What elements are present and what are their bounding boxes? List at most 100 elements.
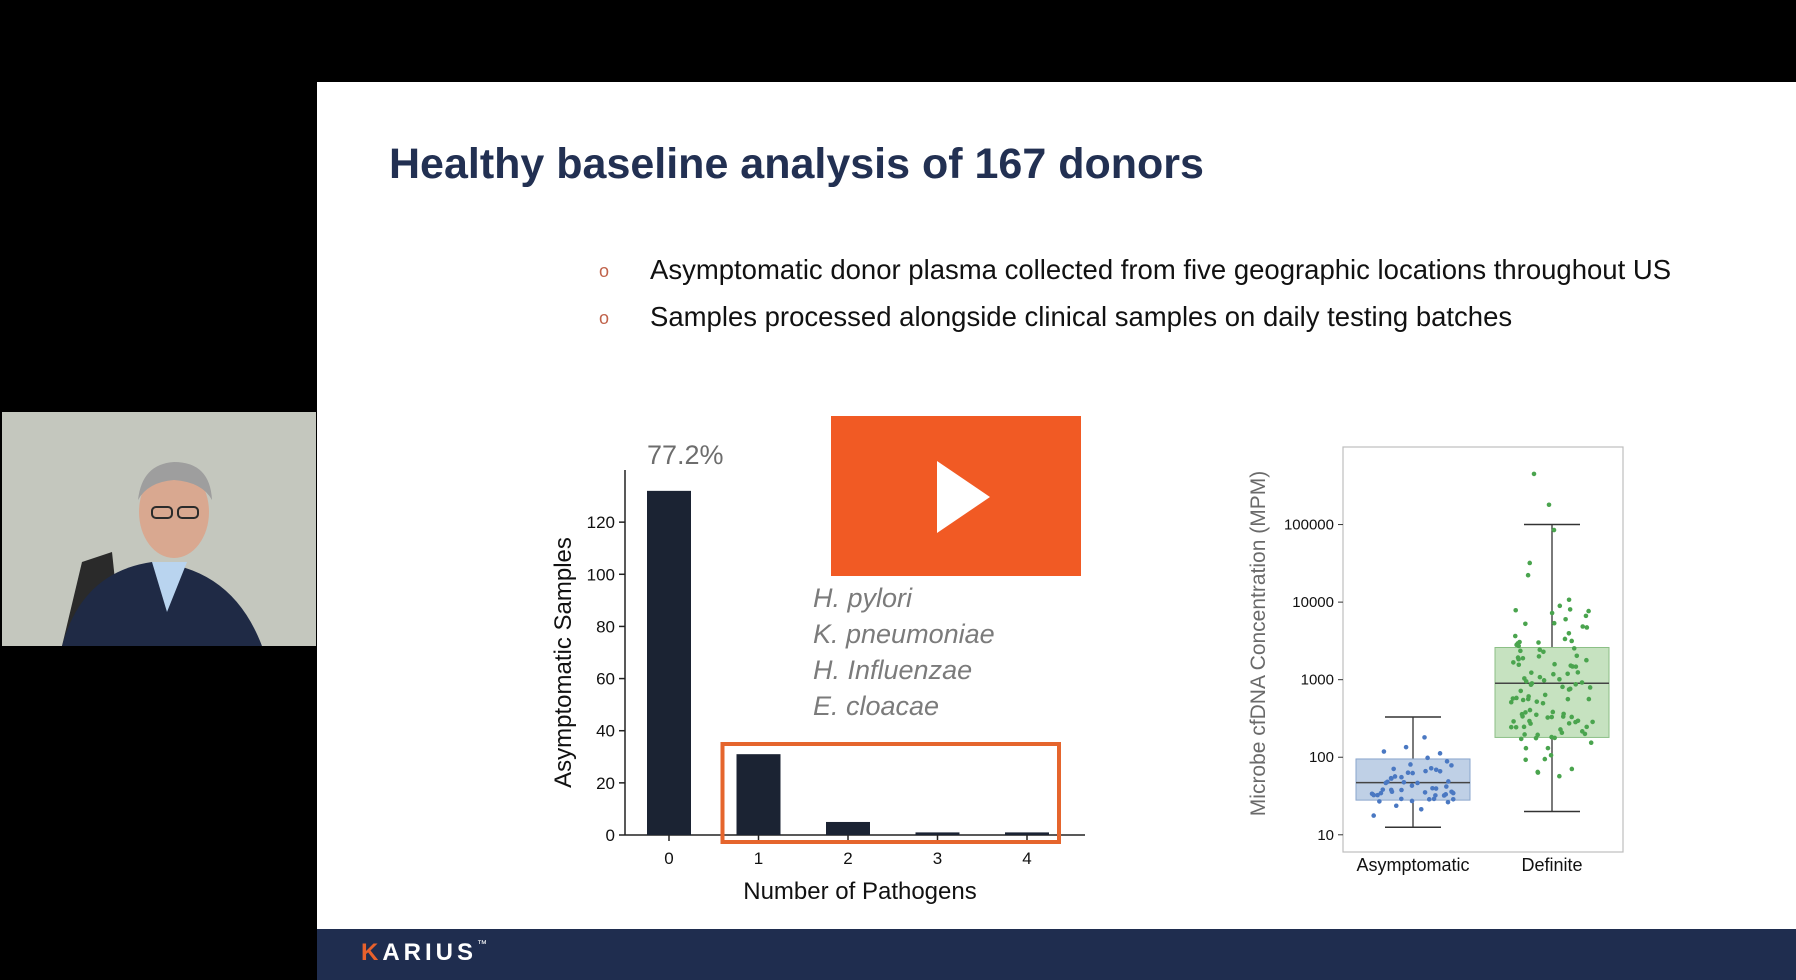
data-point xyxy=(1512,633,1518,639)
bar xyxy=(736,754,781,835)
data-point xyxy=(1415,780,1420,786)
data-point xyxy=(1552,661,1557,667)
y-tick-label: 10000 xyxy=(1292,594,1334,611)
pathogen-list: H. pylori K. pneumoniae H. Influenzae E.… xyxy=(813,580,995,724)
data-point xyxy=(1573,664,1579,669)
data-point xyxy=(1514,695,1519,701)
y-tick-label: 20 xyxy=(596,774,615,793)
data-point xyxy=(1545,715,1550,720)
data-point xyxy=(1380,787,1386,792)
data-point xyxy=(1575,718,1581,724)
data-point xyxy=(1529,681,1535,686)
data-point xyxy=(1378,790,1384,796)
data-point xyxy=(1529,670,1534,675)
data-point xyxy=(1582,731,1588,737)
data-point xyxy=(1584,724,1589,730)
data-point xyxy=(1588,740,1594,746)
data-point xyxy=(1563,616,1568,622)
data-point xyxy=(1405,770,1411,775)
data-point xyxy=(1580,624,1586,629)
data-point xyxy=(1526,694,1531,699)
data-point xyxy=(1508,724,1514,730)
data-point xyxy=(1573,682,1578,687)
data-point xyxy=(1388,787,1394,793)
data-point xyxy=(1562,636,1568,642)
bar xyxy=(1005,832,1049,835)
data-point xyxy=(1371,813,1376,818)
data-point xyxy=(1549,734,1554,740)
data-point xyxy=(1569,638,1574,644)
y-tick-label: 1000 xyxy=(1301,672,1334,689)
data-point xyxy=(1422,790,1428,795)
data-point xyxy=(1541,649,1546,655)
data-point xyxy=(1579,680,1585,685)
logo-accent: K xyxy=(361,939,383,966)
data-point xyxy=(1383,780,1389,786)
box-chart: 10 100 1000 10000 100000 Microbe cfDNA Concen… xyxy=(1247,446,1624,875)
data-point xyxy=(1513,724,1519,730)
data-point xyxy=(1377,799,1382,804)
data-point xyxy=(1399,796,1404,802)
data-point xyxy=(1444,784,1449,789)
y-tick-label: 120 xyxy=(587,513,615,532)
data-point xyxy=(1433,793,1438,798)
data-point xyxy=(1381,749,1387,754)
data-point xyxy=(1528,721,1533,726)
data-point xyxy=(1584,657,1589,663)
y-axis-title: Microbe cfDNA Concentration (MPM) xyxy=(1247,471,1270,816)
data-point xyxy=(1557,603,1563,609)
data-point xyxy=(1514,642,1519,648)
data-point xyxy=(1437,751,1443,756)
highlight-box xyxy=(720,742,1061,844)
y-axis-title: Asymptomatic Samples xyxy=(550,537,577,788)
data-point xyxy=(1536,654,1542,659)
data-point xyxy=(1534,699,1540,704)
data-point xyxy=(1371,792,1377,798)
bar xyxy=(915,832,960,835)
data-point xyxy=(1561,711,1566,717)
data-point xyxy=(1542,756,1548,762)
bullet-item: o Samples processed alongside clinical s… xyxy=(599,299,1679,335)
x-tick-label: 4 xyxy=(1022,849,1031,868)
bullet-marker-icon: o xyxy=(599,261,610,281)
data-point xyxy=(1559,730,1565,736)
slide-title: Healthy baseline analysis of 167 donors xyxy=(389,140,1204,188)
data-point xyxy=(1426,797,1432,802)
x-tick-label: 1 xyxy=(754,849,763,868)
data-point xyxy=(1523,710,1528,715)
data-point xyxy=(1520,697,1526,703)
logo-text: ARIUS xyxy=(382,939,478,966)
data-point xyxy=(1375,792,1380,798)
bullet-text: Samples processed alongside clinical sam… xyxy=(650,301,1513,332)
data-point xyxy=(1540,700,1546,706)
logo-trademark: ™ xyxy=(477,939,488,950)
x-axis-title: Number of Pathogens xyxy=(743,878,976,905)
video-play-button[interactable] xyxy=(831,416,1081,576)
data-point xyxy=(1422,735,1427,740)
data-point xyxy=(1567,607,1573,612)
data-point xyxy=(1586,696,1592,702)
data-point xyxy=(1570,664,1575,669)
data-point xyxy=(1520,655,1526,661)
data-point xyxy=(1523,679,1529,684)
data-point xyxy=(1523,757,1528,763)
data-point xyxy=(1531,471,1537,477)
play-icon[interactable] xyxy=(831,416,1081,576)
data-point xyxy=(1587,685,1593,690)
data-point xyxy=(1590,719,1595,725)
bar xyxy=(826,821,870,835)
data-point xyxy=(1586,608,1591,614)
y-tick-label: 80 xyxy=(596,617,615,636)
data-point xyxy=(1409,798,1415,804)
data-point xyxy=(1546,502,1552,508)
data-point xyxy=(1536,640,1541,645)
speaker-video xyxy=(2,412,316,646)
bullet-item: o Asymptomatic donor plasma collected fr… xyxy=(599,252,1679,288)
data-point xyxy=(1566,630,1572,636)
data-point xyxy=(1423,768,1428,774)
data-point xyxy=(1527,707,1533,713)
data-point xyxy=(1551,620,1557,626)
data-point xyxy=(1444,759,1450,764)
data-point xyxy=(1574,653,1580,659)
data-point xyxy=(1410,770,1415,776)
